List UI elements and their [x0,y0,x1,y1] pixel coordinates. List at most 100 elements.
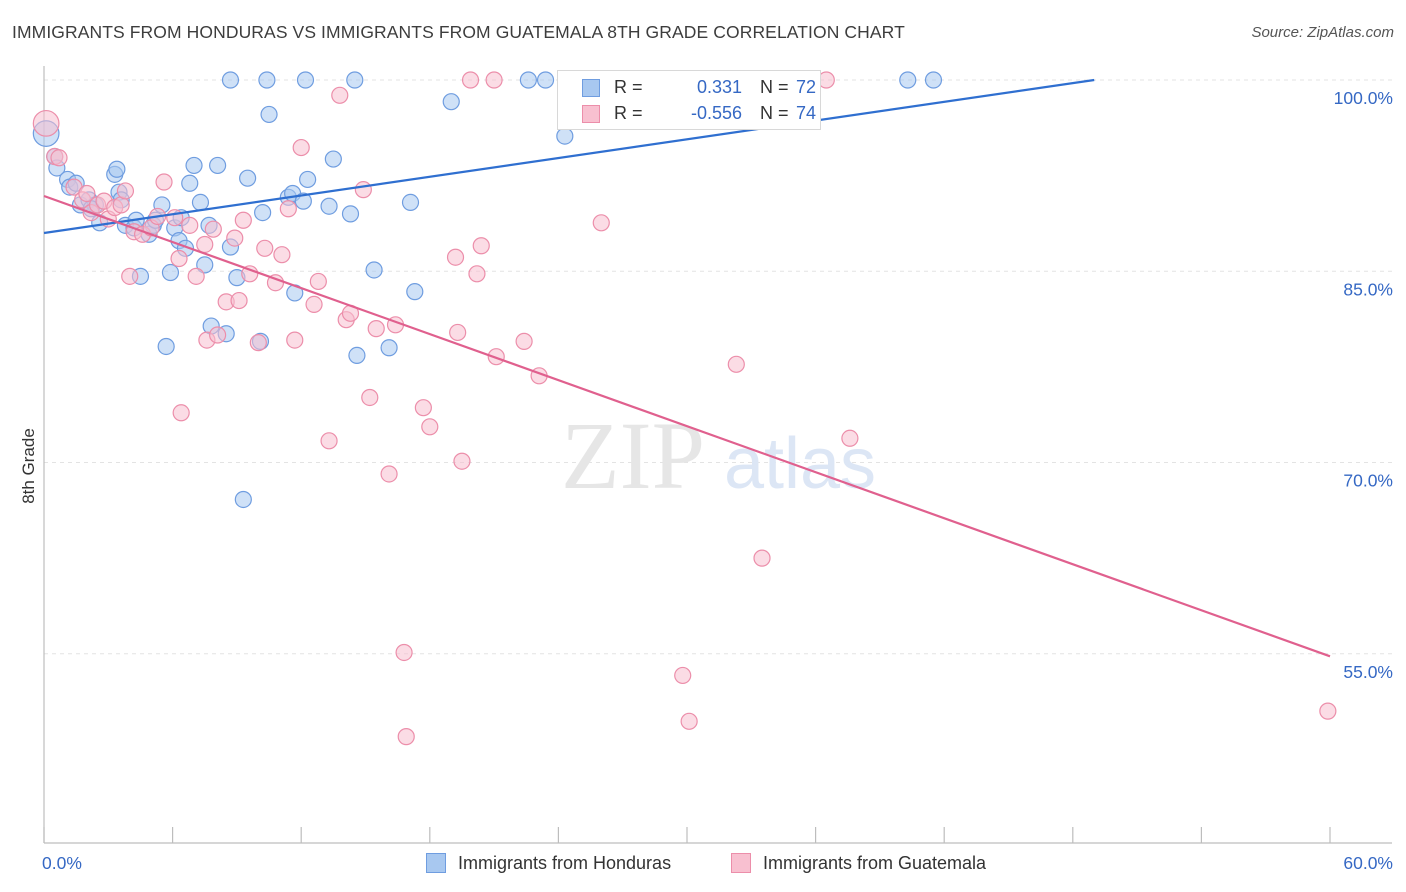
legend-n-value: 74 [796,103,817,123]
x-tick-label-max: 60.0% [1343,853,1393,873]
point-guatemala [305,295,323,313]
legend-swatch-guatemala [582,105,600,123]
point-guatemala [449,323,467,342]
point-honduras [365,261,383,279]
point-guatemala [515,332,533,350]
x-tick-label-min: 0.0% [42,853,82,873]
point-honduras [299,170,317,189]
point-guatemala [453,452,471,470]
point-guatemala [468,265,486,283]
point-guatemala [187,267,205,285]
point-guatemala [204,220,222,238]
point-guatemala [286,331,304,349]
point-honduras [899,71,917,89]
y-tick-label: 55.0% [1343,662,1393,682]
point-honduras [294,192,312,210]
chart-title: IMMIGRANTS FROM HONDURAS VS IMMIGRANTS F… [12,22,905,42]
point-guatemala [241,265,259,283]
point-honduras [258,71,276,89]
point-honduras [260,105,278,124]
legend-swatch-honduras [582,79,600,97]
point-guatemala [273,246,291,264]
point-guatemala [116,182,135,200]
point-honduras [556,127,574,145]
axes [43,66,1392,844]
legend-swatch-guatemala [731,853,751,873]
point-honduras [157,337,175,356]
point-honduras [380,339,398,357]
point-honduras [341,205,360,223]
point-guatemala [354,181,372,199]
point-honduras [254,204,272,222]
point-honduras [161,263,180,282]
point-guatemala [397,728,415,746]
legend-r-value: 0.331 [696,77,742,97]
point-guatemala [414,399,432,417]
point-guatemala [249,334,267,352]
point-honduras [108,160,126,178]
point-guatemala [395,643,413,662]
zipatlas-watermark: ZIP atlas [561,402,876,509]
point-honduras [401,193,420,211]
point-guatemala [674,666,692,685]
point-guatemala [181,216,199,234]
point-guatemala [361,388,379,407]
point-honduras [324,150,342,168]
y-tick-labels: 100.0% 85.0% 70.0% 55.0% [1334,88,1393,682]
point-honduras [221,71,240,89]
y-tick-label: 100.0% [1334,88,1393,108]
point-guatemala [472,237,490,255]
point-honduras [406,283,424,301]
point-guatemala [680,712,698,730]
point-guatemala [196,235,214,254]
point-guatemala [279,200,297,218]
point-guatemala [32,109,60,137]
trend-lines [43,78,1331,658]
point-honduras [181,174,199,192]
trend-line-honduras [43,78,1095,235]
point-guatemala [367,320,385,338]
point-guatemala [121,267,139,285]
point-honduras [924,71,943,89]
point-guatemala [485,71,503,89]
legend-label-honduras: Immigrants from Honduras [458,853,672,873]
point-guatemala [226,229,244,247]
point-guatemala [78,184,96,203]
point-guatemala [1319,702,1337,720]
point-guatemala [380,465,398,483]
source-attribution: Source: ZipAtlas.com [1251,24,1394,41]
y-tick-label: 85.0% [1343,279,1393,299]
trend-line-guatemala [43,194,1331,658]
point-honduras [191,193,210,211]
point-honduras [536,71,555,89]
point-guatemala [309,272,327,291]
point-honduras [239,169,257,187]
point-guatemala [155,173,173,191]
x-tick-labels: 0.0% 60.0% [42,853,1393,873]
point-honduras [346,71,364,89]
point-guatemala [292,138,310,157]
point-honduras [209,156,227,175]
point-guatemala [727,355,745,373]
legend-n-value: 72 [796,77,817,97]
watermark-zip: ZIP [561,402,705,509]
point-guatemala [172,404,190,422]
point-honduras [185,156,203,175]
point-honduras [296,71,315,89]
correlation-legend: R = 0.331 N = 72 R = -0.556 N = 74 [557,70,821,130]
legend-n-label: N = [760,103,789,123]
point-honduras [196,256,214,274]
point-guatemala [421,418,439,436]
point-guatemala [320,432,338,450]
point-guatemala [209,326,227,344]
point-guatemala [234,211,252,229]
point-honduras [442,93,460,111]
point-guatemala [331,86,349,104]
point-guatemala [753,549,771,567]
legend-n-label: N = [760,77,789,97]
point-guatemala [592,214,610,232]
point-honduras [348,346,366,364]
legend-swatch-honduras [426,853,446,873]
y-tick-label: 70.0% [1343,471,1393,491]
